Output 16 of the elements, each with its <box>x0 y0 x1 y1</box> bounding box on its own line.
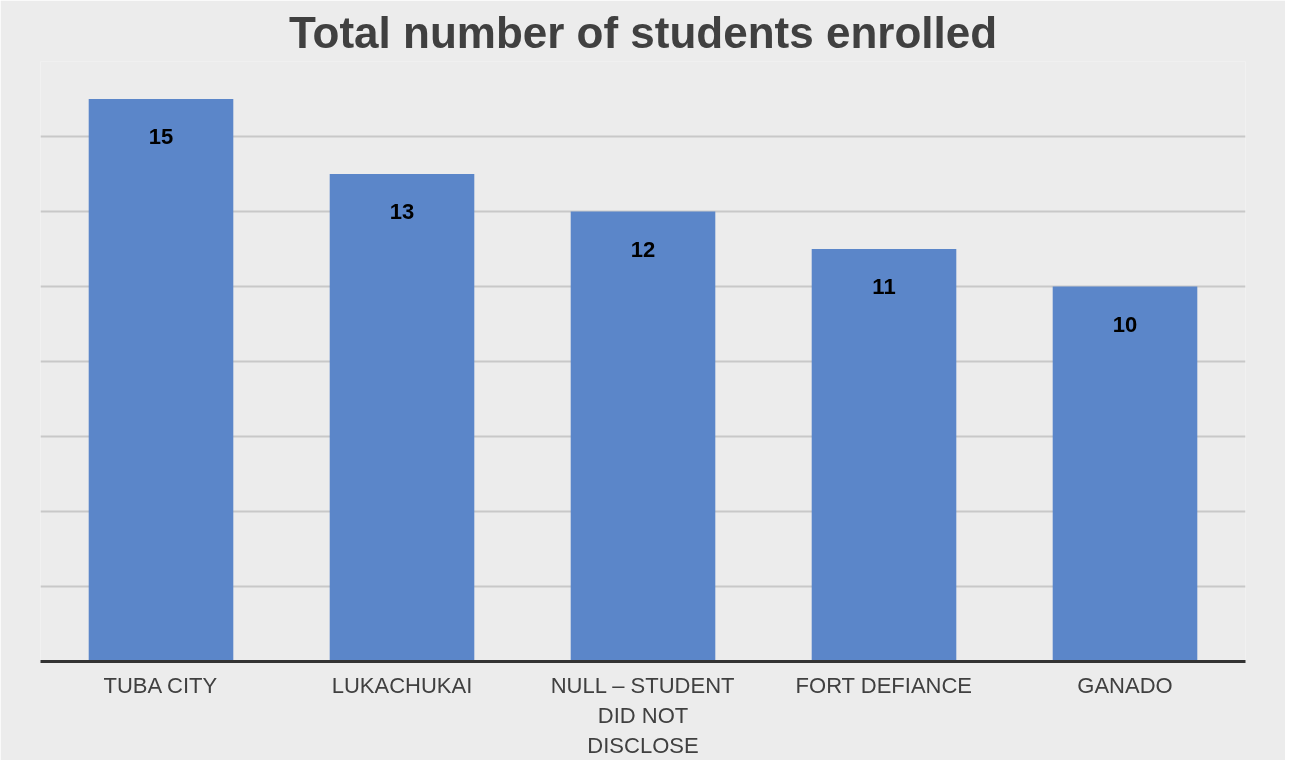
x-tick-label: FORT DEFIANCE <box>795 672 973 698</box>
bar <box>88 99 234 662</box>
data-label: 13 <box>389 199 415 224</box>
x-tick-label: TUBA CITY <box>103 672 218 698</box>
bar <box>329 174 475 662</box>
bar <box>570 211 716 662</box>
data-label: 10 <box>1112 311 1138 337</box>
bar <box>1052 286 1198 662</box>
data-label: 11 <box>872 274 896 299</box>
data-label: 12 <box>630 236 656 262</box>
chart-title: Total number of students enrolled <box>288 7 998 57</box>
x-tick-label: GANADO <box>1077 672 1173 698</box>
bar <box>811 249 957 662</box>
data-label: 15 <box>148 124 174 149</box>
x-tick-label: NULL – STUDENT DID NOT DISCLOSE <box>550 672 735 758</box>
x-tick-label: LUKACHUKAI <box>331 672 473 698</box>
